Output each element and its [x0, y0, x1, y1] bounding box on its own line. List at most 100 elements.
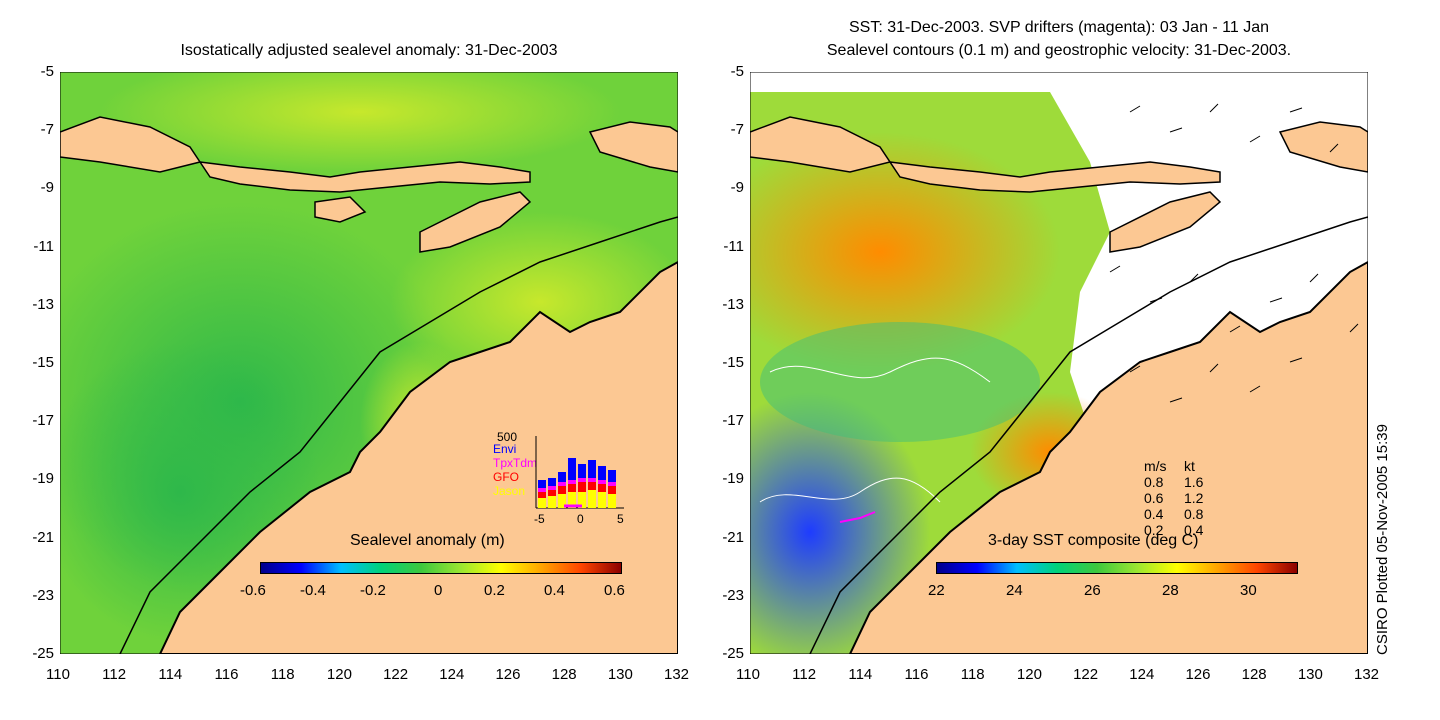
sealevel-tick-4: 0	[434, 582, 443, 599]
bar-group	[538, 458, 616, 508]
sst-colorbar	[936, 562, 1298, 574]
right-lon-tick: 114	[848, 666, 873, 683]
velocity-vectors	[1109, 103, 1359, 403]
satellite-histogram: 500 Envi TpxTdm GFO Jason -5 0 5	[490, 428, 630, 528]
histogram-xtick-0: 0	[577, 512, 584, 526]
left-lon-tick: 122	[383, 666, 409, 683]
histogram-xtick-neg5: -5	[534, 512, 545, 526]
left-lon-tick: 116	[214, 666, 239, 683]
left-lon-tick: 128	[551, 666, 577, 683]
right-lat-tick: -19	[722, 470, 744, 488]
right-lat-tick: -13	[722, 295, 744, 313]
histogram-bars	[535, 436, 624, 509]
left-lat-tick: -21	[32, 528, 54, 546]
right-map-title-line1: SST: 31-Dec-2003. SVP drifters (magenta)…	[848, 19, 1270, 36]
right-lon-tick: 122	[1073, 666, 1099, 683]
left-lon-tick: 110	[46, 666, 70, 683]
legend-tpxtdm: TpxTdm	[493, 456, 538, 470]
nusa-tenggara-right	[888, 161, 1221, 193]
left-lon-tick: 112	[102, 666, 127, 683]
left-map-panel[interactable]: 500 Envi TpxTdm GFO Jason -5 0 5 Sealeve…	[60, 72, 678, 654]
right-lat-tick: -11	[723, 237, 744, 255]
nusa-tenggara-islands	[198, 161, 531, 193]
timor-island-right	[1109, 191, 1222, 253]
continental-shelf-contour-right	[809, 216, 1368, 654]
left-lon-tick: 118	[270, 666, 295, 683]
continental-shelf-contour	[119, 216, 678, 654]
sst-tick-3: 26	[1084, 582, 1101, 599]
legend-header-kt: kt	[1184, 458, 1195, 474]
legend-row-4-kt: 0.4	[1184, 522, 1204, 538]
right-lon-tick: 128	[1241, 666, 1267, 683]
sst-tick-4: 28	[1162, 582, 1179, 599]
sealevel-tick-5: 0.2	[484, 582, 505, 599]
left-lon-tick: 130	[607, 666, 633, 683]
legend-row-2-kt: 1.2	[1184, 490, 1204, 506]
legend-row-2-ms: 0.6	[1144, 490, 1164, 506]
left-lat-tick: -9	[40, 179, 54, 197]
sealevel-contour-line-2	[759, 477, 941, 503]
right-map-title-line2: Sealevel contours (0.1 m) and geostrophi…	[826, 42, 1292, 59]
sst-tick-5: 30	[1240, 582, 1257, 599]
left-lat-tick: -5	[40, 63, 54, 80]
left-map-title: Isostatically adjusted sealevel anomaly:…	[180, 42, 558, 59]
left-lon-tick: 124	[439, 666, 465, 683]
right-map-panel[interactable]: m/s kt 0.8 1.6 0.6 1.2 0.4 0.8 0.2 0.4 3…	[750, 72, 1368, 654]
sealevel-tick-6: 0.4	[544, 582, 565, 599]
sealevel-tick-7: 0.6	[604, 582, 625, 599]
histogram-xtick-5: 5	[617, 512, 624, 526]
histogram-ymax: 500	[497, 430, 518, 444]
legend-row-1-kt: 1.6	[1184, 474, 1204, 490]
australia-land	[158, 260, 678, 654]
sealevel-colorbar-label: Sealevel anomaly (m)	[350, 532, 505, 549]
left-lat-tick: -25	[32, 645, 54, 662]
sumba-island	[314, 196, 367, 223]
flores-island	[588, 121, 678, 173]
left-lon-tick: 126	[495, 666, 521, 683]
left-lat-tick: -13	[32, 295, 54, 313]
sst-colorbar-label: 3-day SST composite (deg C)	[988, 532, 1199, 549]
right-lon-tick: 110	[736, 666, 760, 683]
sealevel-tick-2: -0.4	[300, 582, 326, 599]
left-lon-tick: 114	[158, 666, 183, 683]
legend-row-4-ms: 0.2	[1144, 522, 1164, 538]
right-lat-tick: -23	[722, 586, 744, 604]
legend-header-ms: m/s	[1144, 458, 1167, 474]
legend-row-3-ms: 0.4	[1144, 506, 1164, 522]
timor-island	[419, 191, 532, 253]
drifter-track	[839, 511, 876, 523]
legend-row-1-ms: 0.8	[1144, 474, 1164, 490]
right-lon-tick: 124	[1129, 666, 1155, 683]
sealevel-contour-line	[769, 357, 991, 383]
right-lat-tick: -25	[722, 645, 744, 662]
australia-land-right	[848, 260, 1368, 654]
right-lat-tick: -17	[722, 412, 744, 430]
credit-text: CSIRO Plotted 05-Nov-2005 15:39	[1374, 424, 1391, 655]
legend-jason: Jason	[493, 484, 526, 498]
velocity-legend: m/s kt 0.8 1.6 0.6 1.2 0.4 0.8 0.2 0.4	[1128, 458, 1248, 538]
left-lat-tick: -15	[32, 354, 54, 371]
sst-tick-2: 24	[1006, 582, 1023, 599]
right-lon-tick: 126	[1185, 666, 1211, 683]
right-lon-tick: 130	[1297, 666, 1323, 683]
left-lon-tick: 132	[664, 666, 690, 683]
flores-island-right	[1278, 121, 1368, 173]
left-lat-tick: -17	[32, 412, 54, 430]
right-lon-tick: 116	[904, 666, 929, 683]
right-lon-tick: 112	[792, 666, 817, 683]
sealevel-tick-1: -0.6	[240, 582, 266, 599]
legend-envi: Envi	[493, 442, 517, 456]
right-lon-tick: 132	[1354, 666, 1380, 683]
right-lat-tick: -15	[722, 354, 744, 371]
left-lat-tick: -7	[40, 121, 54, 139]
right-lon-tick: 118	[960, 666, 985, 683]
sealevel-tick-3: -0.2	[360, 582, 386, 599]
sst-map	[750, 72, 1368, 654]
right-lon-tick: 120	[1016, 666, 1042, 683]
legend-gfo: GFO	[493, 470, 519, 484]
right-lat-tick: -7	[730, 121, 744, 139]
right-lat-tick: -21	[722, 528, 744, 546]
right-lat-tick: -5	[730, 63, 744, 80]
left-lat-tick: -23	[32, 586, 54, 604]
sst-tick-1: 22	[928, 582, 945, 599]
